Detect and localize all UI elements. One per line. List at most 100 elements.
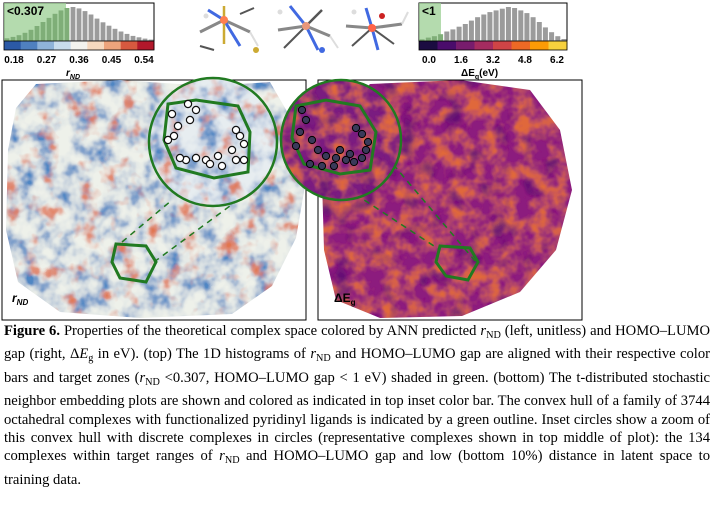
colorbar-tick-label: 0.45 bbox=[102, 55, 122, 66]
histogram-bar bbox=[58, 10, 64, 41]
left-target-label: <0.307 bbox=[7, 4, 44, 18]
caption-segment: <0.307, HOMO–LUMO gap < 1 eV) shaded in … bbox=[4, 369, 710, 465]
right-colorbar bbox=[419, 41, 568, 50]
molecule-2 bbox=[277, 5, 339, 53]
histogram-bar bbox=[34, 26, 40, 41]
complex-marker bbox=[331, 153, 341, 163]
figure-caption: Figure 6. Properties of the theoretical … bbox=[4, 322, 710, 489]
histogram-bar bbox=[82, 11, 88, 41]
complex-marker bbox=[291, 141, 301, 151]
complex-marker bbox=[301, 115, 311, 125]
complex-marker bbox=[357, 129, 367, 139]
caption-text: Properties of the theoretical complex sp… bbox=[4, 323, 710, 488]
histogram-bar bbox=[118, 31, 124, 41]
histogram-bar bbox=[10, 36, 16, 41]
histogram-bar bbox=[46, 17, 52, 41]
histogram-bar bbox=[100, 22, 106, 41]
caption-segment: ND bbox=[486, 330, 501, 341]
colorbar-swatch bbox=[419, 41, 438, 50]
colorbar-tick-label: 0.0 bbox=[422, 55, 436, 66]
colorbar-tick-label: 6.2 bbox=[550, 55, 564, 66]
complex-marker bbox=[191, 153, 201, 163]
histogram-bar bbox=[64, 8, 70, 41]
histogram-bar bbox=[475, 17, 481, 41]
colorbar-swatch bbox=[87, 41, 105, 50]
histogram-bar bbox=[530, 17, 536, 41]
complex-marker bbox=[175, 153, 185, 163]
complex-marker bbox=[321, 151, 331, 161]
histogram-bar bbox=[142, 38, 148, 41]
colorbar-swatch bbox=[474, 41, 494, 50]
left-zoom-inset bbox=[147, 76, 279, 208]
histogram-bar bbox=[130, 35, 136, 41]
colorbar-swatch bbox=[120, 41, 138, 50]
complex-marker bbox=[169, 131, 179, 141]
complex-marker bbox=[317, 161, 327, 171]
histogram-bar bbox=[542, 27, 548, 41]
colorbar-swatch bbox=[456, 41, 475, 50]
colorbar-swatch bbox=[54, 41, 72, 50]
histogram-bar bbox=[40, 22, 46, 41]
caption-segment: (left, unitless) and HOMO–LUMO gap (righ… bbox=[4, 323, 710, 363]
histogram-bar bbox=[112, 28, 118, 41]
complex-marker bbox=[217, 161, 227, 171]
representative-complexes bbox=[199, 5, 409, 53]
left-colorbar bbox=[4, 41, 155, 50]
colorbar-swatch bbox=[137, 41, 155, 50]
left-tsne-map: rND bbox=[1, 76, 307, 321]
histogram-bar bbox=[444, 31, 450, 41]
complex-marker bbox=[239, 155, 249, 165]
right-histogram: <1 0.0 1.6 3.2 4.8 6.2 ΔEg(eV) bbox=[418, 2, 568, 81]
histogram-bar bbox=[536, 22, 542, 41]
histogram-bar bbox=[493, 10, 499, 41]
figure-label: Figure 6. bbox=[4, 323, 60, 339]
right-inset-complexes bbox=[291, 105, 373, 171]
complex-marker bbox=[235, 131, 245, 141]
caption-segment: and HOMO–LUMO gap and low (bottom 10%) d… bbox=[4, 448, 710, 488]
histogram-bar bbox=[505, 7, 511, 41]
colorbar-swatch bbox=[530, 41, 549, 50]
left-histogram: <0.307 0.18 0.27 0.36 0.45 0.54 rND bbox=[3, 2, 155, 81]
left-axis-label: rND bbox=[66, 68, 80, 81]
histogram-bar bbox=[70, 7, 76, 41]
right-zoom-inset bbox=[279, 78, 403, 202]
caption-segment: E bbox=[79, 346, 89, 363]
left-histogram-bars bbox=[4, 7, 154, 42]
colorbar-tick-label: 4.8 bbox=[518, 55, 532, 66]
colorbar-tick-label: 0.36 bbox=[69, 55, 89, 66]
complex-marker bbox=[227, 145, 237, 155]
caption-segment: in eV). (top) The 1D histograms of bbox=[93, 346, 311, 363]
complex-marker bbox=[213, 151, 223, 161]
histogram-bar bbox=[94, 18, 100, 41]
colorbar-swatch bbox=[70, 41, 88, 50]
complex-marker bbox=[297, 105, 307, 115]
complex-marker bbox=[305, 159, 315, 169]
colorbar-swatch bbox=[548, 41, 568, 50]
complex-marker bbox=[185, 115, 195, 125]
right-target-label: <1 bbox=[422, 4, 436, 18]
histogram-bar bbox=[456, 26, 462, 41]
histogram-bar bbox=[487, 12, 493, 41]
left-colorbar-ticks: 0.18 0.27 0.36 0.45 0.54 bbox=[4, 55, 154, 66]
histogram-bar bbox=[52, 13, 58, 42]
histogram-bar bbox=[148, 39, 154, 41]
caption-segment: and HOMO–LUMO gap are aligned with their… bbox=[4, 346, 710, 386]
colorbar-swatch bbox=[20, 41, 38, 50]
complex-marker bbox=[361, 145, 371, 155]
histogram-bar bbox=[28, 29, 34, 41]
molecule-1 bbox=[199, 6, 259, 53]
histogram-bar bbox=[88, 14, 94, 41]
complex-marker bbox=[163, 135, 173, 145]
complex-marker bbox=[349, 157, 359, 167]
molecule-3 bbox=[345, 7, 409, 51]
colorbar-swatch bbox=[4, 41, 22, 50]
complex-marker bbox=[167, 109, 177, 119]
complex-marker bbox=[351, 123, 361, 133]
complex-marker bbox=[329, 161, 339, 171]
complex-marker bbox=[173, 121, 183, 131]
histogram-bar bbox=[462, 24, 468, 41]
complex-marker bbox=[307, 135, 317, 145]
histogram-bar bbox=[16, 35, 22, 41]
colorbar-tick-label: 1.6 bbox=[454, 55, 468, 66]
colorbar-tick-label: 0.27 bbox=[37, 55, 57, 66]
